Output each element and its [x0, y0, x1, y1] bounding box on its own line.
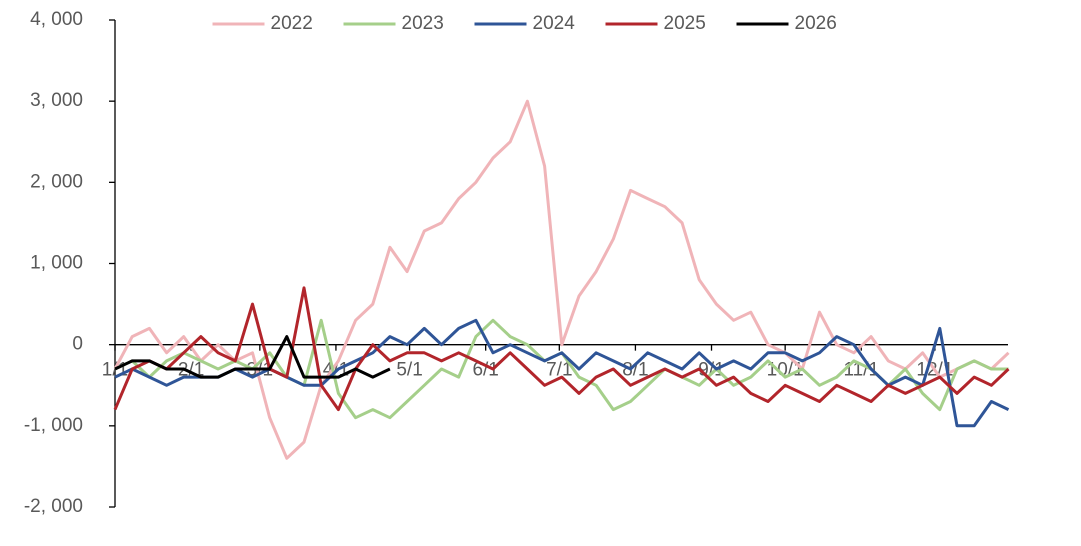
x-tick-label: 5/1 — [396, 360, 422, 381]
series-line — [113, 99, 1010, 460]
x-tick-label: 8/1 — [622, 360, 648, 381]
series-line — [114, 335, 391, 379]
series-line — [113, 286, 1010, 412]
x-tick-label: 7/1 — [546, 360, 572, 381]
y-tick-label: 0 — [72, 334, 83, 355]
y-tick-label: 2, 000 — [30, 171, 83, 192]
legend-label: 2024 — [533, 13, 576, 34]
y-tick-label: 3, 000 — [30, 90, 83, 111]
y-tick-label: -2, 000 — [24, 496, 83, 517]
legend-label: 2026 — [795, 13, 837, 34]
legend-label: 2025 — [664, 13, 706, 34]
x-tick-label: 10/1 — [767, 360, 804, 381]
y-tick-label: 4, 000 — [30, 9, 83, 30]
x-tick-label: 1/1 — [102, 360, 128, 381]
series-line — [114, 318, 1010, 428]
legend-label: 2022 — [271, 13, 313, 34]
y-tick-label: -1, 000 — [24, 415, 83, 436]
x-tick-label: 11/1 — [843, 360, 879, 381]
x-tick-label: 6/1 — [472, 360, 498, 381]
y-tick-label: 1, 000 — [30, 253, 83, 274]
legend-label: 2023 — [402, 13, 444, 34]
